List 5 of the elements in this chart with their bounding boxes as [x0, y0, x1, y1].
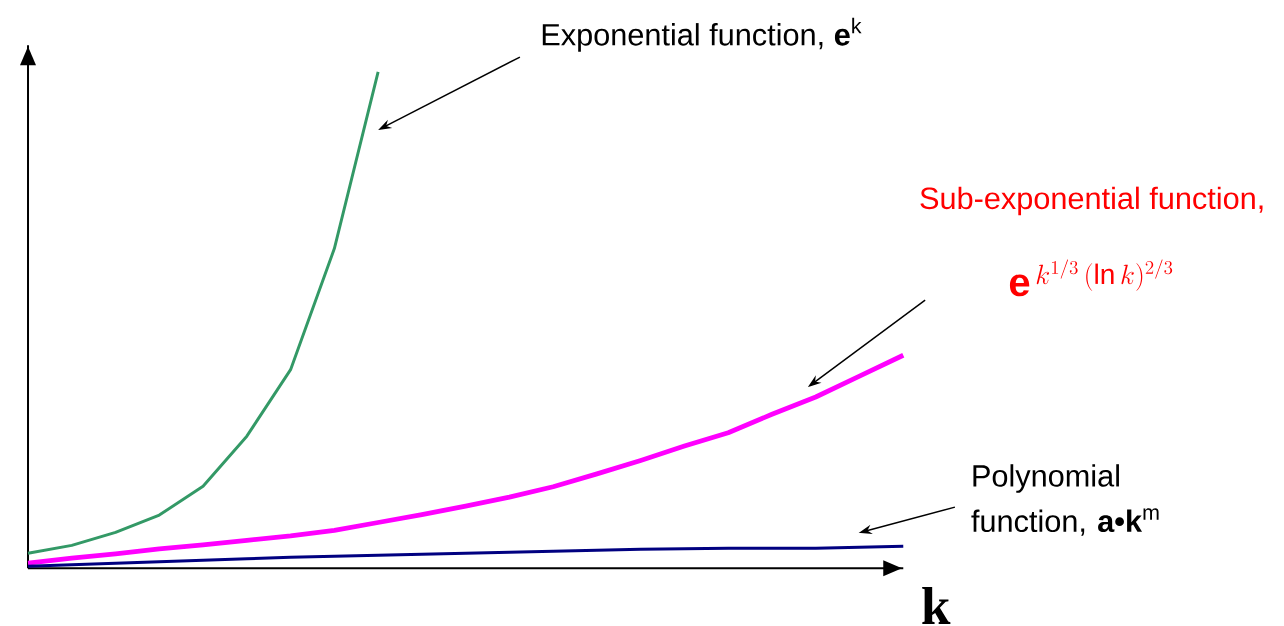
text: Polynomial function, a•k$^{m}$ [971, 464, 1159, 536]
x-axis-title: k [922, 586, 951, 624]
text: $\mathbf{e}^{\,k^{1/3}\,(\ln k)^{2/3}}$ [1009, 259, 1173, 297]
text: Exponential function, e$^{k}$ [542, 17, 862, 52]
text: Sub-exponential function, [920, 186, 1263, 216]
